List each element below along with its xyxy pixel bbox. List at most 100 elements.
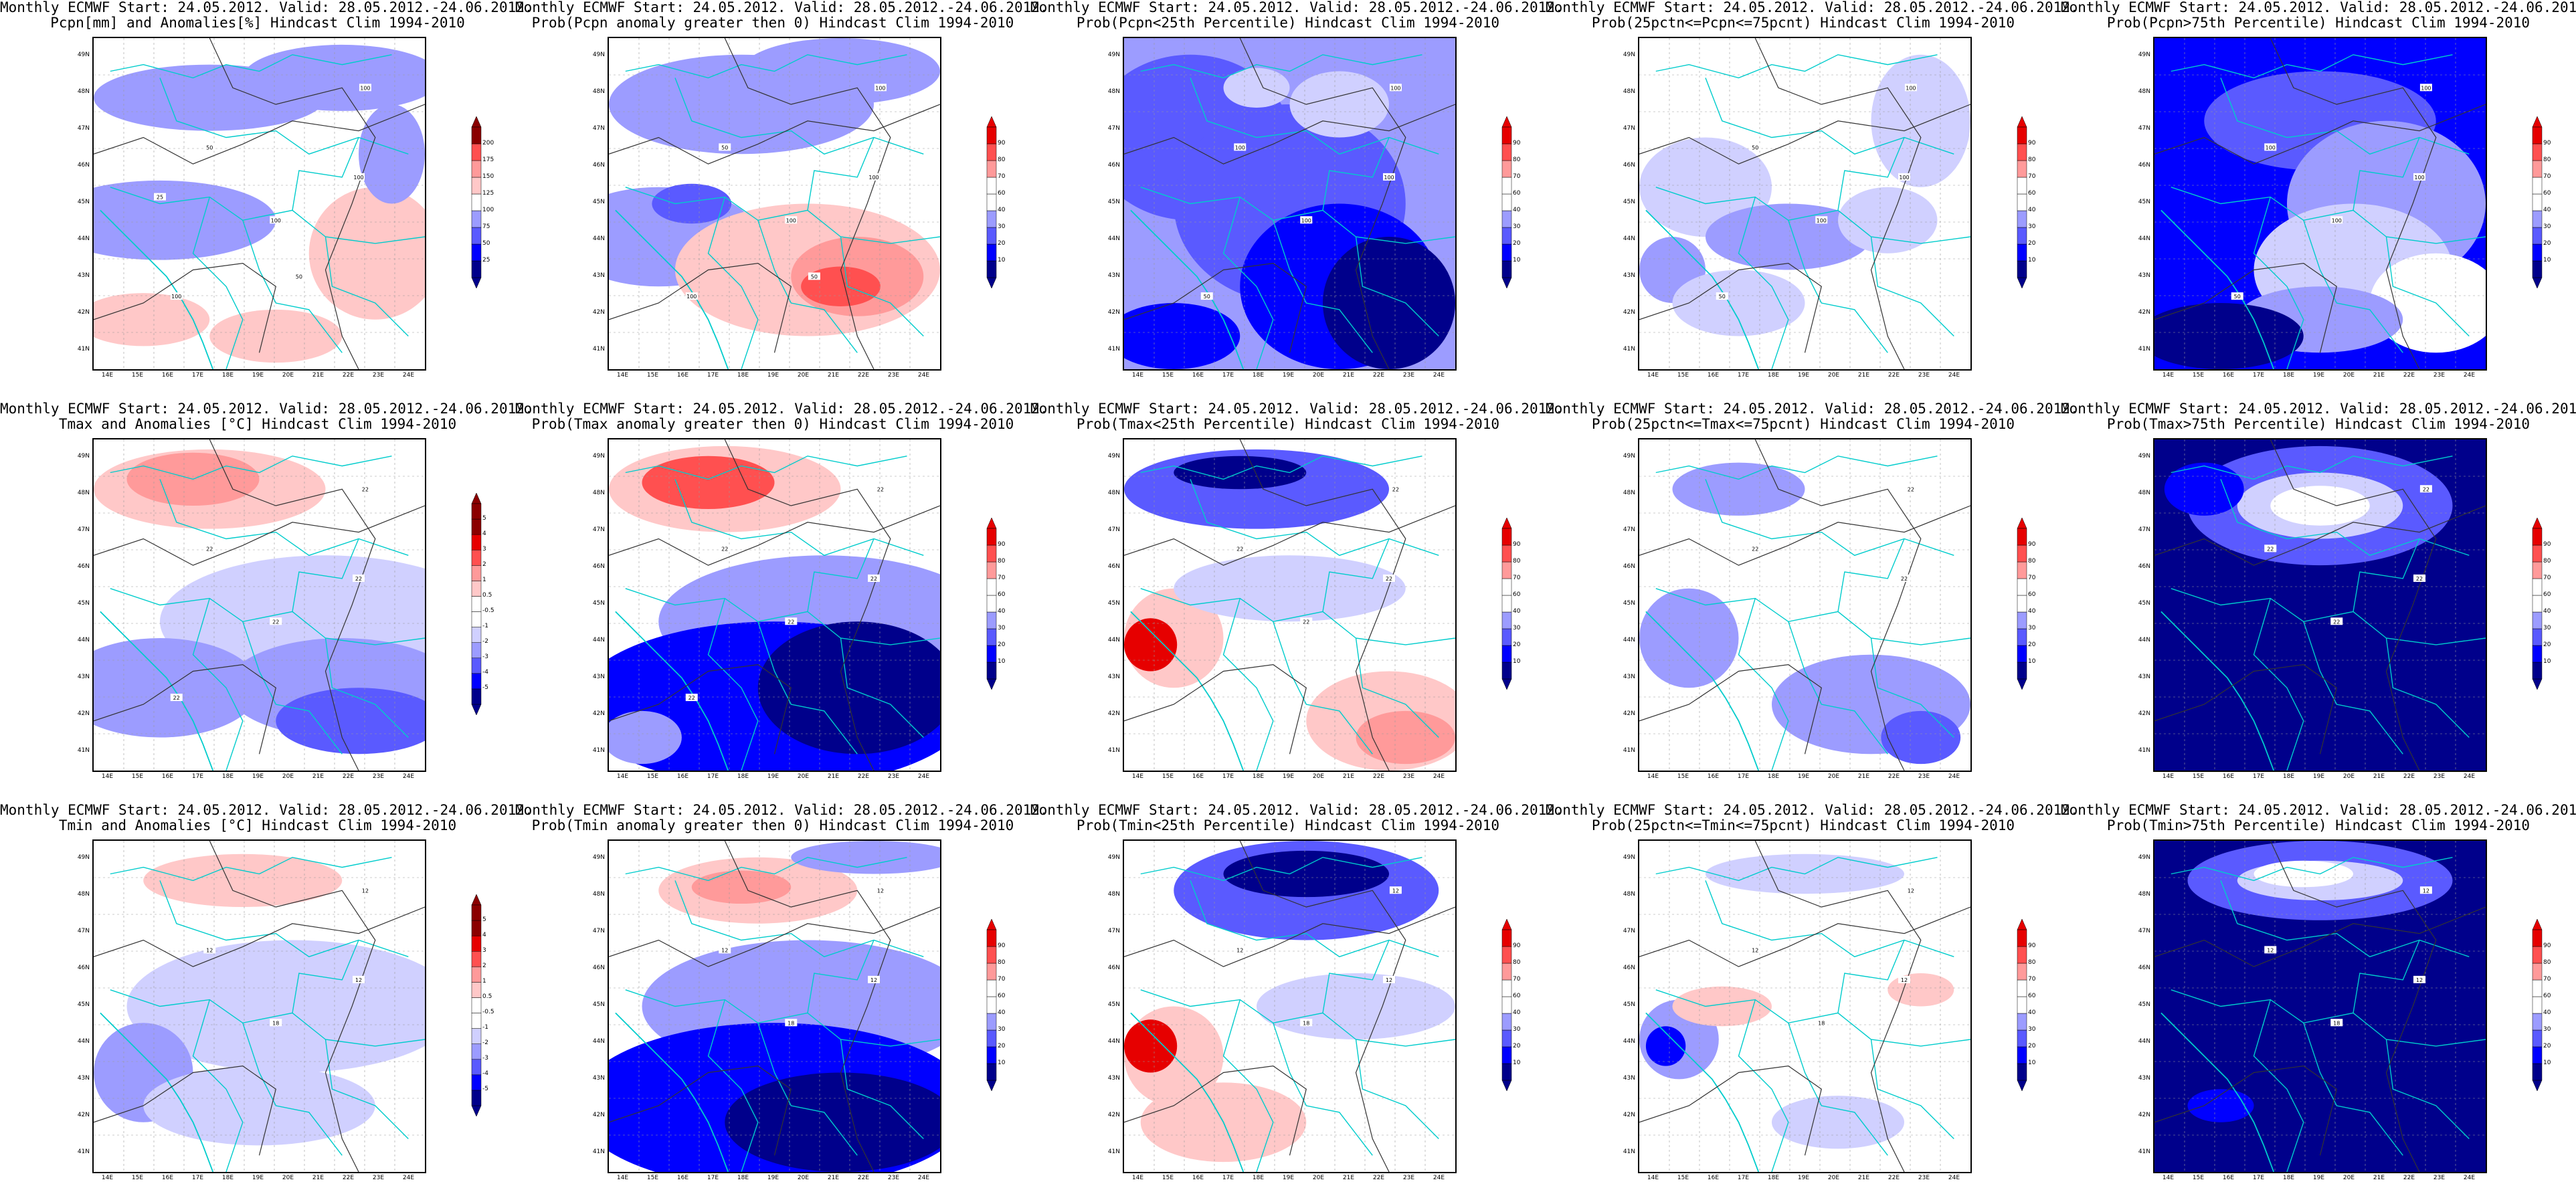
map-canvas: 22 22 22 <box>1639 439 1970 771</box>
lat-tick-label: 49N <box>592 452 605 460</box>
lon-tick-label: 17E <box>191 1175 204 1181</box>
lat-tick-label: 45N <box>2138 1001 2150 1008</box>
colorbar-segment <box>2017 177 2027 195</box>
country-border <box>242 621 343 755</box>
contour-label-box <box>2330 216 2343 224</box>
colorbar-segment <box>986 143 997 161</box>
lon-tick-label: 19E <box>767 773 779 780</box>
colorbar-segment <box>2532 517 2543 529</box>
map-canvas: 100 100 100 100 50 <box>1124 38 1455 369</box>
contour-label-box <box>808 272 820 280</box>
contour-label: 22 <box>1392 486 1399 492</box>
lon-tick-label: 21E <box>2373 1175 2385 1181</box>
colorbar-segment <box>986 193 997 211</box>
lat-tick-label: 47N <box>77 124 90 132</box>
colorbar-segment <box>471 518 482 534</box>
colorbar-tick-label: 10 <box>1513 1060 1521 1066</box>
lon-tick-label: 20E <box>2342 773 2355 780</box>
contour-label-box <box>2413 574 2425 582</box>
colorbar-segment <box>2532 1080 2543 1092</box>
country-border <box>2253 999 2304 1172</box>
contour-label-box <box>1234 946 1247 954</box>
colorbar-segment <box>986 227 997 245</box>
colorbar-segment <box>986 662 997 680</box>
lat-tick-label: 45N <box>592 1001 605 1008</box>
lon-tick-label: 24E <box>917 1175 930 1181</box>
shaded-region <box>1174 555 1406 622</box>
colorbar-segment <box>471 492 482 504</box>
lon-tick-label: 21E <box>312 372 325 379</box>
contour-label-box <box>1300 216 1313 224</box>
lon-tick-label: 19E <box>2312 1175 2325 1181</box>
contour-label: 100 <box>1906 85 1916 91</box>
colorbar-segment <box>2017 996 2027 1014</box>
country-border <box>110 54 392 79</box>
contour-label-box <box>1200 292 1213 300</box>
country-border <box>1322 940 1390 1013</box>
contour-label: 22 <box>688 695 695 701</box>
colorbar-segment <box>1501 116 1512 128</box>
contour-label-box <box>868 975 880 983</box>
contour-label-box <box>270 617 282 625</box>
coastline <box>615 611 729 771</box>
country-border <box>2353 940 2420 1013</box>
lat-tick-label: 48N <box>2138 88 2150 95</box>
colorbar-segment <box>986 946 997 964</box>
lon-tick-label: 18E <box>1252 773 1265 780</box>
contour-label: 100 <box>686 294 697 300</box>
contour-label-box <box>1234 544 1247 553</box>
climatology-contour <box>1639 505 1970 566</box>
contour-label: 50 <box>1719 294 1726 300</box>
country-border <box>2253 197 2304 369</box>
colorbar-segment <box>986 996 997 1014</box>
contour-label: 18 <box>1303 1020 1309 1026</box>
lat-tick-label: 44N <box>2138 636 2150 643</box>
lon-tick-label: 16E <box>1192 372 1204 379</box>
climatology-contour <box>2154 104 2486 165</box>
colorbar-tick-label: 90 <box>2028 140 2036 146</box>
lon-tick-label: 20E <box>282 1175 294 1181</box>
colorbar-tick-label: 60 <box>1513 993 1521 999</box>
lat-tick-label: 44N <box>592 1037 605 1045</box>
lon-tick-label: 15E <box>1677 372 1689 379</box>
lon-tick-label: 15E <box>1677 1175 1689 1181</box>
lon-tick-label: 15E <box>2192 372 2205 379</box>
lon-tick-label: 15E <box>131 773 144 780</box>
country-border <box>242 220 343 353</box>
colorbar-segment <box>2532 611 2543 629</box>
lat-tick-label: 49N <box>1107 51 1120 58</box>
lon-tick-label: 17E <box>707 372 719 379</box>
contour-label-box <box>292 272 305 280</box>
map-plot: 22 22 22 22 22 <box>92 438 426 772</box>
colorbar-segment <box>1501 578 1512 596</box>
contour-label-box <box>1749 143 1762 151</box>
country-border <box>1837 538 1905 612</box>
colorbar-tick-label: 150 <box>482 173 494 180</box>
colorbar-tick-label: 80 <box>2543 959 2551 966</box>
forecast-panel: Monthly ECMWF Start: 24.05.2012. Valid: … <box>0 401 533 803</box>
contour-label: 100 <box>2421 85 2431 91</box>
colorbar-segment <box>1501 143 1512 161</box>
colorbar-tick-label: 40 <box>1513 1009 1521 1016</box>
colorbar-tick-label: 90 <box>2543 942 2551 949</box>
lon-tick-label: 21E <box>312 773 325 780</box>
lon-tick-label: 16E <box>676 773 689 780</box>
lon-tick-label: 18E <box>1767 1175 1780 1181</box>
country-border <box>110 857 392 882</box>
shaded-region <box>1672 986 1772 1027</box>
colorbar-tick-label: -2 <box>482 1039 488 1047</box>
country-border <box>807 538 875 612</box>
shaded-region <box>1639 588 1739 688</box>
contour-label-box <box>270 216 282 224</box>
colorbar-segment <box>471 1074 482 1090</box>
contour-label-box <box>685 694 698 702</box>
colorbar-segment <box>471 549 482 566</box>
lon-tick-label: 14E <box>1647 372 1659 379</box>
contour-label: 100 <box>1899 175 1909 181</box>
climatology-contour <box>1124 664 1307 755</box>
colorbar-segment <box>2017 946 2027 964</box>
colorbar-segment <box>2017 1046 2027 1064</box>
colorbar-segment <box>986 160 997 178</box>
lat-tick-label: 46N <box>592 964 605 971</box>
contour-label: 18 <box>788 1020 794 1026</box>
